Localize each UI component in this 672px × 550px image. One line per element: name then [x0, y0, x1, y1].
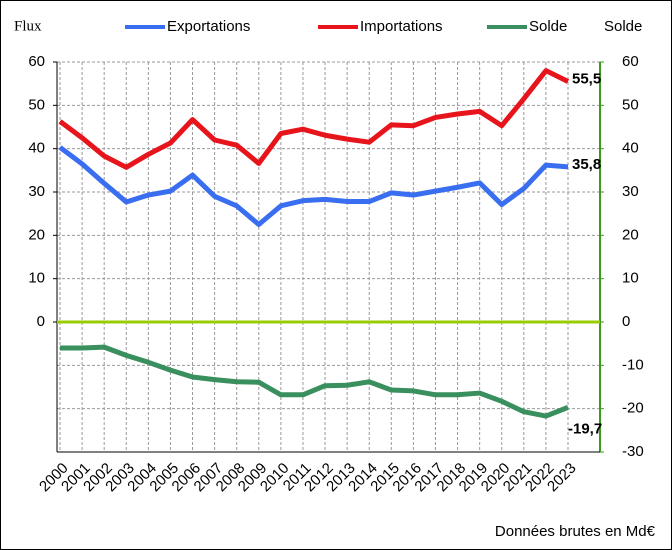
value-label: -19,7 — [568, 420, 602, 437]
y2-tick-label: -30 — [622, 443, 644, 460]
y-tick-label: 50 — [28, 96, 45, 113]
legend-label: Importations — [360, 18, 443, 35]
y-tick-label: 40 — [28, 140, 45, 157]
left-axis-label: Flux — [14, 18, 42, 34]
y2-tick-label: 0 — [622, 313, 630, 330]
y2-tick-label: 30 — [622, 183, 639, 200]
y2-tick-label: -10 — [622, 356, 644, 373]
y2-tick-label: 50 — [622, 96, 639, 113]
y-tick-label: 30 — [28, 183, 45, 200]
y2-tick-label: 60 — [622, 53, 639, 70]
y2-tick-label: 10 — [622, 270, 639, 287]
series-line — [58, 68, 570, 170]
y-tick-label: 10 — [28, 270, 45, 287]
series-line — [60, 344, 569, 419]
y-tick-label: 0 — [37, 313, 45, 330]
y-tick-label: 60 — [28, 53, 45, 70]
y2-tick-label: -20 — [622, 400, 644, 417]
legend-label: Exportations — [167, 18, 250, 35]
value-label: 35,8 — [572, 156, 601, 173]
series-line — [58, 145, 569, 227]
footnote: Données brutes en Md€ — [495, 523, 656, 540]
y2-tick-label: 40 — [622, 140, 639, 157]
right-axis-label: Solde — [604, 18, 642, 35]
y-tick-label: 20 — [28, 226, 45, 243]
legend-label: Solde — [529, 18, 567, 35]
value-label: 55,5 — [572, 70, 601, 87]
y2-tick-label: 20 — [622, 226, 639, 243]
